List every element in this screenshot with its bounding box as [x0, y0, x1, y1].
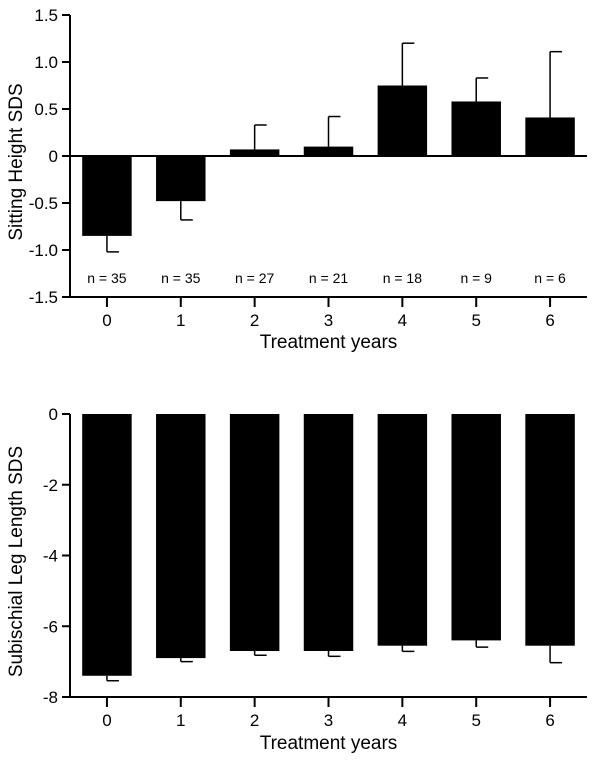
bar — [377, 85, 428, 156]
x-tick-label: 5 — [471, 311, 480, 330]
bar — [229, 414, 280, 652]
y-tick-label: -6 — [43, 617, 58, 636]
x-tick-label: 0 — [102, 311, 111, 330]
bar — [303, 146, 354, 156]
x-axis-label: Treatment years — [260, 733, 398, 754]
y-tick-label: -0.5 — [29, 194, 58, 213]
x-tick-label: 1 — [176, 711, 185, 730]
y-tick-label: 1.0 — [34, 53, 58, 72]
y-axis-label: Sitting Height SDS — [6, 83, 27, 240]
y-tick-label: 0 — [49, 147, 58, 166]
x-tick-label: 4 — [398, 711, 407, 730]
y-tick-label: -8 — [43, 688, 58, 707]
sample-size-label: n = 21 — [309, 270, 349, 286]
x-tick-label: 4 — [398, 311, 407, 330]
x-tick-label: 0 — [102, 711, 111, 730]
y-tick-label: 0 — [49, 405, 58, 424]
y-tick-label: 1.5 — [34, 6, 58, 25]
x-tick-label: 5 — [471, 711, 480, 730]
x-tick-label: 3 — [324, 711, 333, 730]
x-axis-label: Treatment years — [260, 332, 398, 353]
y-tick-label: 0.5 — [34, 100, 58, 119]
bar — [229, 149, 280, 156]
bar — [451, 414, 501, 641]
x-tick-label: 2 — [250, 711, 259, 730]
sample-size-label: n = 27 — [235, 270, 275, 286]
bar — [303, 414, 354, 652]
bar — [156, 156, 206, 202]
bar — [156, 414, 206, 659]
x-tick-label: 6 — [545, 711, 554, 730]
bar — [525, 117, 575, 156]
bar — [525, 414, 575, 646]
chart-1: 1.5 1.0 0.5 0 -0.5 -1.0 -1.5 0 n = 35 1 n = 35 2 n =… — [6, 6, 587, 353]
x-tick-label: 2 — [250, 311, 259, 330]
x-tick-label: 1 — [176, 311, 185, 330]
y-tick-label: -1.0 — [29, 241, 58, 260]
x-tick-label: 3 — [324, 311, 333, 330]
chart-2: 0 -2 -4 -6 -8 0 1 2 3 4 5 6 Treatment years Subischia… — [6, 405, 587, 754]
bar — [377, 414, 428, 646]
sample-size-label: n = 9 — [460, 270, 492, 286]
y-tick-label: -1.5 — [29, 288, 58, 307]
bar — [82, 414, 132, 676]
y-tick-label: -2 — [43, 476, 58, 495]
x-tick-label: 6 — [545, 311, 554, 330]
bar — [451, 101, 501, 156]
y-axis-label: Subischial Leg Length SDS — [6, 446, 27, 677]
sample-size-label: n = 18 — [383, 270, 423, 286]
bar — [82, 156, 132, 236]
sample-size-label: n = 6 — [534, 270, 566, 286]
sample-size-label: n = 35 — [87, 270, 127, 286]
sample-size-label: n = 35 — [161, 270, 201, 286]
y-tick-label: -4 — [43, 547, 58, 566]
